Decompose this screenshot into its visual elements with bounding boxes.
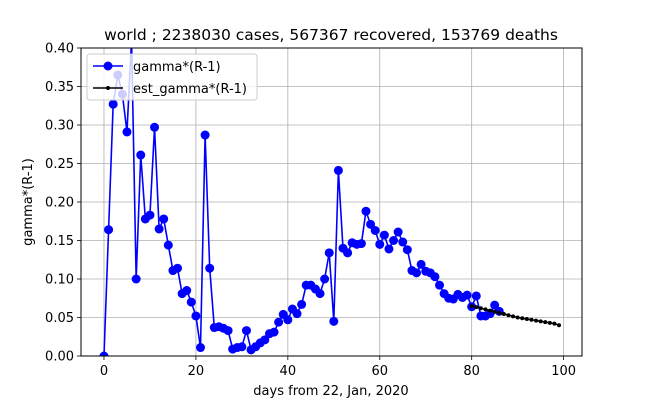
data-point-gamma bbox=[471, 291, 481, 301]
data-point-est-gamma bbox=[538, 319, 543, 324]
data-point-est-gamma bbox=[501, 312, 506, 317]
data-point-gamma bbox=[283, 315, 293, 325]
legend-box bbox=[86, 53, 258, 101]
data-point-est-gamma bbox=[478, 306, 483, 311]
y-tick-label: 0.25 bbox=[45, 157, 74, 172]
data-point-gamma bbox=[131, 274, 141, 284]
y-tick-label: 0.30 bbox=[45, 119, 74, 134]
data-point-est-gamma bbox=[492, 309, 497, 314]
y-tick-label: 0.05 bbox=[45, 311, 74, 326]
data-point-est-gamma bbox=[474, 305, 479, 310]
x-tick-label: 60 bbox=[371, 364, 388, 379]
data-point-gamma bbox=[389, 236, 399, 245]
data-point-gamma bbox=[315, 289, 325, 299]
data-point-gamma bbox=[108, 99, 118, 109]
data-point-gamma bbox=[241, 326, 251, 336]
data-point-gamma bbox=[343, 248, 353, 258]
data-point-gamma bbox=[361, 206, 371, 216]
y-tick-label: 0.10 bbox=[45, 273, 74, 288]
data-point-gamma bbox=[260, 335, 270, 345]
data-point-gamma bbox=[435, 280, 445, 290]
data-point-gamma bbox=[136, 150, 146, 160]
data-point-gamma bbox=[490, 300, 500, 310]
data-point-est-gamma bbox=[488, 308, 493, 313]
data-point-gamma bbox=[99, 351, 109, 356]
data-point-est-gamma bbox=[515, 315, 520, 320]
data-point-gamma bbox=[122, 127, 132, 137]
data-point-gamma bbox=[292, 309, 302, 319]
y-tick-label: 0.20 bbox=[45, 196, 74, 211]
data-point-gamma bbox=[150, 122, 160, 132]
data-point-gamma bbox=[205, 263, 215, 273]
data-point-gamma bbox=[159, 214, 169, 224]
chart-title: world ; 2238030 cases, 567367 recovered,… bbox=[104, 26, 558, 44]
data-point-gamma bbox=[324, 248, 334, 258]
data-point-est-gamma bbox=[529, 317, 534, 322]
data-point-gamma bbox=[104, 225, 114, 235]
data-point-est-gamma bbox=[469, 303, 474, 308]
data-point-est-gamma bbox=[524, 317, 529, 322]
data-point-gamma bbox=[182, 286, 192, 296]
data-point-gamma bbox=[173, 263, 183, 273]
data-point-gamma bbox=[462, 290, 472, 300]
legend-label-gamma: gamma*(R-1) bbox=[133, 60, 221, 75]
data-point-gamma bbox=[398, 237, 408, 247]
data-point-gamma bbox=[375, 239, 385, 249]
data-point-est-gamma bbox=[511, 314, 516, 319]
x-axis-label: days from 22, Jan, 2020 bbox=[253, 384, 408, 399]
data-point-gamma bbox=[329, 316, 339, 326]
data-point-gamma bbox=[370, 225, 380, 235]
data-point-gamma bbox=[269, 327, 279, 337]
legend-label-est: est_gamma*(R-1) bbox=[133, 82, 247, 97]
data-point-gamma bbox=[402, 245, 412, 255]
legend: gamma*(R-1) est_gamma*(R-1) bbox=[86, 53, 258, 101]
data-point-gamma bbox=[191, 311, 201, 321]
data-point-gamma bbox=[145, 210, 155, 220]
data-point-gamma bbox=[379, 230, 389, 240]
data-point-gamma bbox=[154, 224, 164, 234]
data-point-gamma bbox=[393, 227, 403, 237]
data-point-gamma bbox=[366, 219, 376, 229]
y-tick-label: 0.00 bbox=[45, 350, 74, 365]
y-tick-label: 0.40 bbox=[45, 42, 74, 57]
data-point-gamma bbox=[200, 130, 210, 140]
data-point-gamma bbox=[333, 165, 343, 175]
data-point-gamma bbox=[186, 297, 196, 307]
data-point-gamma bbox=[430, 272, 440, 282]
ticks: 0 20 40 60 80 100 0.00 0.05 0.10 0.15 0.20 0.25 0.30… bbox=[45, 42, 576, 380]
data-point-gamma bbox=[237, 342, 247, 352]
series-layer bbox=[99, 48, 562, 356]
data-point-gamma bbox=[356, 239, 366, 249]
x-tick-label: 80 bbox=[463, 364, 480, 379]
data-point-gamma bbox=[384, 244, 394, 254]
data-point-est-gamma bbox=[557, 323, 562, 328]
data-point-est-gamma bbox=[543, 320, 548, 325]
data-point-est-gamma bbox=[506, 313, 511, 318]
y-tick-label: 0.35 bbox=[45, 80, 74, 95]
series-group bbox=[99, 48, 562, 356]
x-tick-label: 0 bbox=[100, 364, 108, 379]
data-point-gamma bbox=[320, 274, 330, 284]
data-point-est-gamma bbox=[534, 318, 539, 323]
data-point-gamma bbox=[412, 268, 422, 278]
legend-marker-gamma bbox=[103, 61, 113, 71]
data-point-gamma bbox=[297, 299, 307, 309]
legend-marker-est bbox=[106, 86, 110, 90]
data-point-est-gamma bbox=[552, 321, 557, 326]
x-tick-label: 20 bbox=[188, 364, 205, 379]
data-point-gamma bbox=[416, 259, 426, 269]
data-point-gamma bbox=[163, 240, 173, 250]
y-axis-label: gamma*(R-1) bbox=[21, 158, 36, 246]
data-point-est-gamma bbox=[520, 316, 525, 321]
data-point-gamma bbox=[196, 343, 206, 353]
data-point-gamma bbox=[274, 317, 284, 327]
data-point-est-gamma bbox=[547, 320, 552, 325]
data-point-est-gamma bbox=[483, 307, 488, 312]
x-tick-label: 40 bbox=[280, 364, 297, 379]
data-point-est-gamma bbox=[497, 310, 502, 315]
y-tick-label: 0.15 bbox=[45, 234, 74, 249]
x-tick-label: 100 bbox=[551, 364, 576, 379]
data-point-gamma bbox=[223, 326, 233, 336]
